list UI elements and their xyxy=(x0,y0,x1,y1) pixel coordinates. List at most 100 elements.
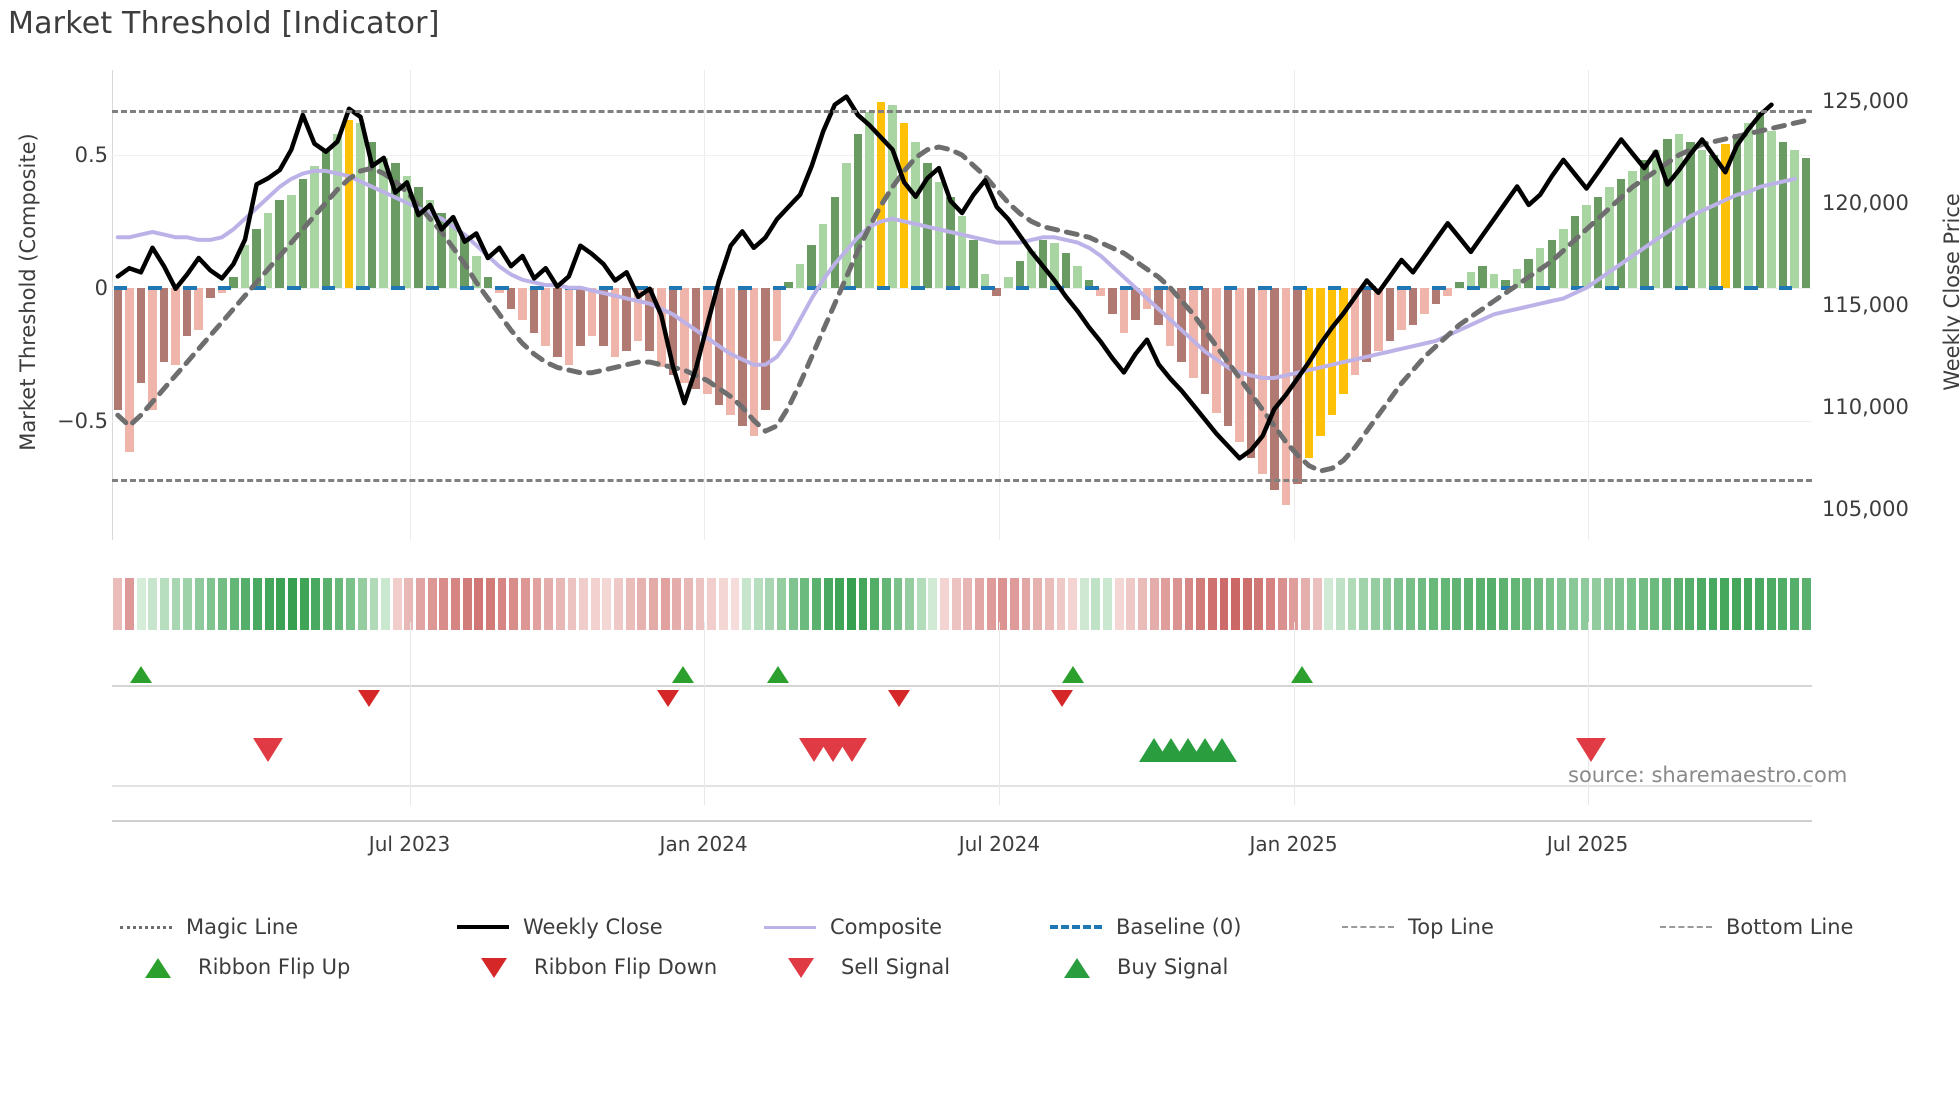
ribbon-cell xyxy=(125,578,134,630)
composite-bar xyxy=(1420,287,1429,315)
sell-signal-marker xyxy=(1576,738,1606,762)
ribbon-cell xyxy=(322,578,332,630)
composite-bar xyxy=(599,287,608,347)
composite-bar xyxy=(1559,229,1568,288)
ribbon-cell xyxy=(975,578,984,630)
baseline-segment xyxy=(286,285,301,290)
ribbon-cell xyxy=(416,578,425,630)
legend-item[interactable]: Weekly Close xyxy=(457,915,663,939)
ribbon-cell xyxy=(870,578,880,630)
ribbon-cell xyxy=(462,578,472,630)
ribbon-cell xyxy=(1103,578,1112,630)
composite-bar xyxy=(576,287,585,347)
baseline-segment xyxy=(217,285,232,290)
composite-bar xyxy=(414,186,423,288)
legend-item[interactable]: Bottom Line xyxy=(1660,915,1853,939)
composite-bar xyxy=(610,287,620,357)
composite-bar xyxy=(402,176,412,288)
ribbon-cell xyxy=(148,578,158,630)
ribbon-cell xyxy=(963,578,973,630)
ribbon-cell xyxy=(672,578,682,630)
legend-item[interactable]: Buy Signal xyxy=(1051,955,1228,979)
composite-bar xyxy=(529,287,539,333)
x-tick: Jul 2024 xyxy=(958,832,1041,856)
composite-bar xyxy=(1778,141,1788,288)
composite-bar xyxy=(448,221,458,288)
ribbon-cell xyxy=(1149,578,1159,630)
legend-item[interactable]: Baseline (0) xyxy=(1050,915,1241,939)
ribbon-cell xyxy=(1336,578,1345,630)
composite-bar xyxy=(518,287,527,320)
ribbon-cell xyxy=(683,578,693,630)
legend-item[interactable]: Ribbon Flip Up xyxy=(132,955,350,979)
ribbon-cell xyxy=(614,578,623,630)
legend-item[interactable]: Ribbon Flip Down xyxy=(468,955,717,979)
legend-swatch xyxy=(120,926,172,929)
ribbon-cell xyxy=(1499,578,1508,630)
sell-signal-marker xyxy=(836,738,867,762)
green-triangle-up-big-icon xyxy=(1051,957,1103,978)
ribbon-cell xyxy=(1440,578,1450,630)
ribbon-cell xyxy=(1720,578,1730,630)
ribbon-cell xyxy=(311,578,321,630)
ribbon-cell xyxy=(765,578,775,630)
red-triangle-down-big-icon xyxy=(775,957,827,978)
composite-bar xyxy=(333,133,342,288)
composite-bar xyxy=(1050,242,1059,288)
composite-bar xyxy=(1293,287,1302,485)
ribbon-cell xyxy=(1557,578,1567,630)
legend-item[interactable]: Sell Signal xyxy=(775,955,950,979)
baseline-segment xyxy=(495,285,509,290)
composite-bar xyxy=(911,141,920,288)
composite-bar xyxy=(1489,274,1499,288)
composite-bar xyxy=(587,287,597,336)
signal-row-rule xyxy=(112,785,1812,787)
x-gridline xyxy=(1587,70,1589,540)
ribbon-cell xyxy=(439,578,449,630)
ribbon-cell xyxy=(1277,578,1287,630)
composite-bar xyxy=(633,287,643,341)
ribbon-cell xyxy=(1650,578,1660,630)
baseline-segment xyxy=(252,285,266,290)
y-tick-right: 110,000 xyxy=(1822,395,1909,420)
composite-bar xyxy=(1767,131,1776,288)
legend-item[interactable]: Magic Line xyxy=(120,915,298,939)
ribbon-cell xyxy=(1417,578,1427,630)
baseline-segment xyxy=(356,285,371,290)
composite-bar xyxy=(552,287,562,357)
ribbon-cell xyxy=(1301,578,1310,630)
baseline-segment xyxy=(182,285,197,290)
legend-item[interactable]: Top Line xyxy=(1342,915,1494,939)
baseline-segment xyxy=(529,285,544,290)
ribbon-cell xyxy=(1755,578,1765,630)
legend-label: Ribbon Flip Down xyxy=(534,955,718,979)
ribbon-cell xyxy=(404,578,414,630)
composite-bar xyxy=(1466,271,1476,288)
composite-bar xyxy=(113,287,123,410)
ribbon-cell xyxy=(1731,578,1741,630)
ribbon-cell xyxy=(1138,578,1147,630)
composite-bar xyxy=(749,287,759,437)
legend-row-lines: Magic Line Weekly Close Composite Baseline … xyxy=(120,915,1920,955)
composite-bar xyxy=(980,274,990,288)
ribbon-cell xyxy=(1079,578,1089,630)
ribbon-cell xyxy=(159,578,169,630)
legend-item[interactable]: Composite xyxy=(764,915,942,939)
legend-row-markers: Ribbon Flip Up Ribbon Flip Down Sell Signa… xyxy=(120,955,1920,995)
baseline-segment xyxy=(1466,285,1481,290)
baseline-segment xyxy=(1258,285,1273,290)
composite-bar xyxy=(367,141,377,288)
composite-bar xyxy=(182,287,192,336)
ribbon-cell xyxy=(1662,578,1671,630)
ribbon-cell xyxy=(730,578,740,630)
composite-bar xyxy=(703,287,712,394)
ribbon-cell xyxy=(299,578,309,630)
ribbon-cell xyxy=(1033,578,1043,630)
ribbon-cell xyxy=(1696,578,1706,630)
composite-bar xyxy=(472,255,481,288)
baseline-segment xyxy=(1501,285,1515,290)
composite-bar xyxy=(1304,287,1314,458)
chart-legend: Magic Line Weekly Close Composite Baseline … xyxy=(120,915,1920,995)
ribbon-cell xyxy=(649,578,658,630)
composite-bar xyxy=(1582,205,1591,288)
